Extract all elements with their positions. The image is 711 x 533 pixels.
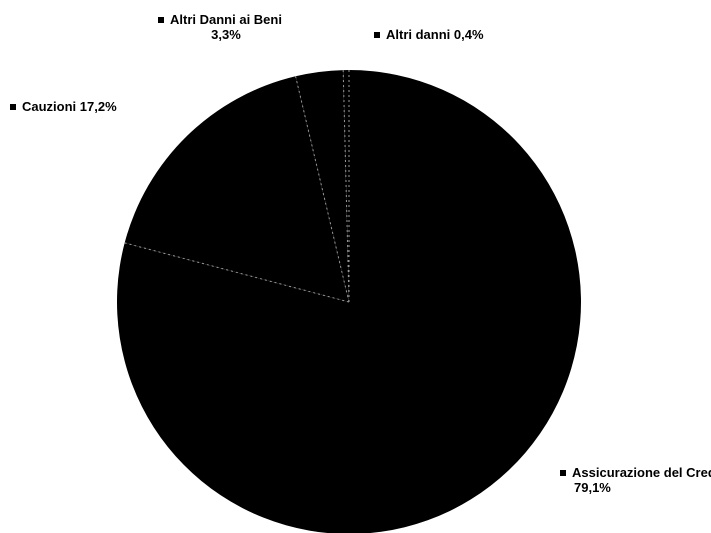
label-value-altri-danni: 0,4% [453,27,484,42]
label-value-assicurazione-del-credito: 79,1% [574,480,611,495]
slice-cauzioni [124,76,349,302]
label-cauzioni: Cauzioni 17,2% [10,99,117,114]
label-assicurazione-del-credito: Assicurazione del Credito 79,1% [560,465,711,495]
legend-marker-altri-danni [374,31,380,38]
slice-separator [295,76,350,303]
label-altri-danni: Altri danni 0,4% [374,27,484,42]
legend-marker-cauzioni [10,103,16,110]
label-altri-danni-ai-beni: Altri Danni ai Beni 3,3% [158,12,282,42]
label-name-cauzioni: Cauzioni [22,99,77,114]
label-name-altri-danni-ai-beni: Altri Danni ai Beni [170,12,282,27]
legend-marker-altri-danni-ai-beni [158,16,164,23]
slice-separator [342,70,350,303]
legend-marker-assicurazione-del-credito [560,469,566,476]
slice-altri-danni-ai-beni [295,70,349,302]
slice-separator [124,242,350,303]
label-value-cauzioni: 17,2% [79,99,117,114]
label-name-assicurazione-del-credito: Assicurazione del Credito [572,465,711,480]
label-name-altri-danni: Altri danni [386,27,451,42]
label-value-altri-danni-ai-beni: 3,3% [211,27,241,42]
